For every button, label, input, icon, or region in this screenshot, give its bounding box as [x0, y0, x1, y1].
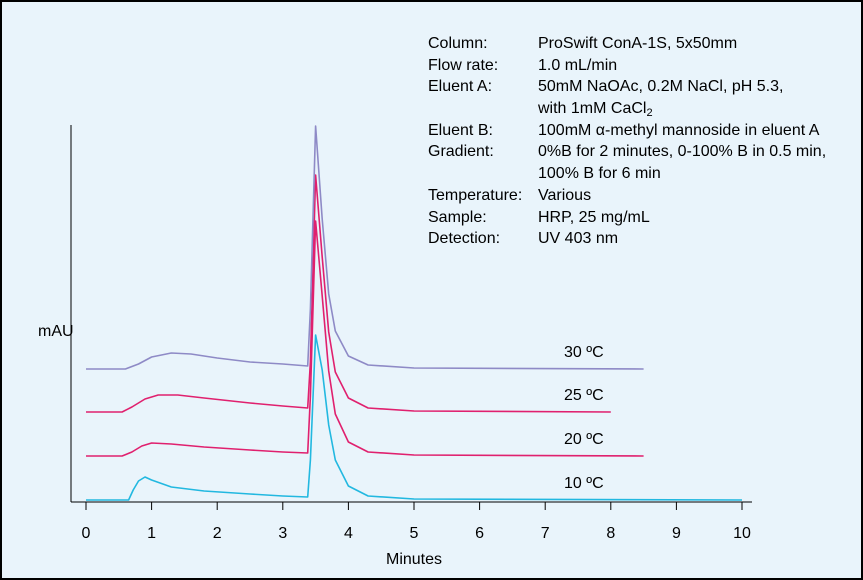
condition-label: Gradient:	[428, 143, 494, 161]
x-tick-label: 9	[672, 525, 681, 542]
condition-subscript: 2	[646, 107, 653, 120]
x-tick-label: 8	[606, 525, 615, 542]
axes: 0 1 2 3 4 5 6 7 8 9 10 Minutes mAU	[38, 125, 752, 568]
condition-value-continued: 100% B for 6 min	[538, 165, 661, 183]
condition-label: Sample:	[428, 208, 487, 226]
x-tick-label: 7	[541, 525, 550, 542]
condition-value: Various	[538, 186, 592, 204]
y-axis-label: mAU	[38, 323, 74, 340]
condition-value: UV 403 nm	[538, 230, 619, 248]
condition-label: Flow rate:	[428, 56, 499, 74]
condition-value: HRP, 25 mg/mL	[538, 208, 650, 226]
condition-value: 50mM NaOAc, 0.2M NaCl, pH 5.3,	[538, 78, 784, 96]
labels-group: 10 ºC 20 ºC 25 ºC 30 ºC	[564, 344, 604, 492]
x-tick-label: 6	[475, 525, 484, 542]
x-tick-label: 3	[278, 525, 287, 542]
series-label-0: 10 ºC	[564, 475, 604, 492]
x-axis-label: Minutes	[386, 551, 442, 568]
condition-value: 1.0 mL/min	[538, 56, 618, 74]
condition-label: Column:	[428, 35, 488, 52]
series-line-3	[86, 125, 644, 370]
series-line-1	[86, 220, 644, 457]
condition-value-continued: with 1mM CaCl2	[538, 98, 653, 125]
condition-label: Temperature:	[428, 186, 523, 204]
condition-value: ProSwift ConA-1S, 5x50mm	[538, 35, 738, 52]
x-tick-label: 0	[82, 525, 91, 542]
condition-value: 0%B for 2 minutes, 0-100% B in 0.5 min,	[538, 143, 827, 161]
series-group	[86, 125, 743, 501]
series-label-2: 25 ºC	[564, 387, 604, 404]
condition-label: Eluent A:	[428, 78, 493, 96]
series-label-3: 30 ºC	[564, 344, 604, 361]
condition-label: Detection:	[428, 230, 501, 248]
x-tick-label: 4	[344, 525, 353, 542]
condition-value: 100mM α-methyl mannoside in eluent A	[538, 121, 820, 139]
series-line-0	[86, 334, 743, 501]
x-tick-label: 10	[733, 525, 751, 542]
series-label-1: 20 ºC	[564, 431, 604, 448]
condition-cont-text: with 1mM CaCl	[538, 100, 647, 118]
x-tick-label: 2	[213, 525, 222, 542]
x-tick-label: 5	[410, 525, 419, 542]
x-tick-label: 1	[147, 525, 156, 542]
series-line-2	[86, 174, 611, 413]
condition-label: Eluent B:	[428, 121, 493, 139]
